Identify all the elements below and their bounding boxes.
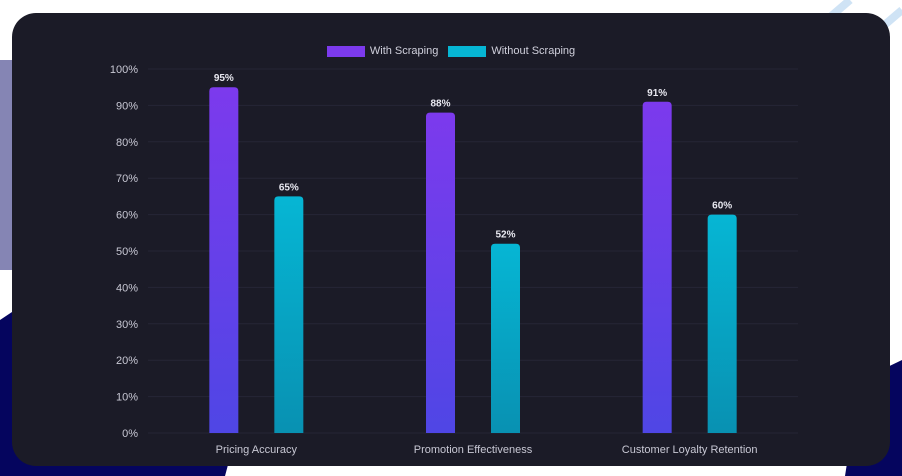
y-tick-label: 30%: [116, 319, 138, 331]
legend: With Scraping Without Scraping: [0, 45, 902, 57]
y-tick-label: 20%: [116, 355, 138, 367]
bar-without-scraping: [707, 214, 737, 433]
y-tick-label: 70%: [116, 173, 138, 185]
y-tick-label: 0%: [122, 428, 138, 440]
y-tick-label: 90%: [116, 100, 138, 112]
data-label: 91%: [647, 88, 667, 99]
data-label: 52%: [495, 230, 515, 241]
legend-swatch: [448, 45, 487, 57]
bar-with-scraping: [642, 101, 672, 433]
data-label: 65%: [279, 182, 299, 193]
y-tick-label: 10%: [116, 392, 138, 404]
legend-label: Without Scraping: [491, 45, 576, 57]
x-tick-label: Pricing Accuracy: [216, 444, 298, 456]
bar-without-scraping: [274, 196, 304, 433]
data-label: 60%: [712, 201, 732, 212]
y-tick-label: 40%: [116, 282, 138, 294]
x-tick-label: Customer Loyalty Retention: [622, 444, 758, 456]
y-tick-label: 60%: [116, 210, 138, 222]
bar-without-scraping: [491, 243, 520, 433]
y-tick-label: 100%: [110, 64, 138, 76]
data-label: 88%: [430, 99, 450, 110]
data-label: 95%: [214, 73, 234, 84]
legend-item-with-scraping[interactable]: With Scraping: [326, 45, 439, 57]
y-tick-label: 50%: [116, 246, 138, 258]
x-tick-label: Promotion Effectiveness: [414, 444, 533, 456]
bar-with-scraping: [209, 87, 239, 433]
legend-item-without-scraping[interactable]: Without Scraping: [448, 45, 575, 57]
legend-label: With Scraping: [369, 45, 439, 57]
legend-swatch: [326, 45, 365, 57]
y-tick-label: 80%: [116, 137, 138, 149]
bar-with-scraping: [426, 112, 455, 434]
